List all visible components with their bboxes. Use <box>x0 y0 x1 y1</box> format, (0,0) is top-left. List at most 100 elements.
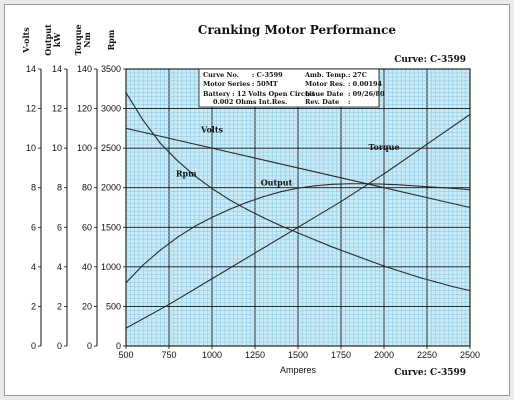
data-point-rpm <box>435 281 437 283</box>
data-point-volts <box>340 177 342 179</box>
data-point-torque <box>469 113 471 116</box>
data-point-rpm <box>314 239 316 241</box>
data-point-rpm <box>331 246 333 248</box>
data-point-torque <box>383 173 385 175</box>
info-amb-temp-value: : 27C <box>348 71 367 79</box>
data-point-output <box>400 184 402 186</box>
data-point-output <box>245 201 247 204</box>
data-point-rpm <box>400 271 402 273</box>
info-box-frame <box>198 68 380 108</box>
info-curve-no-label: Curve No. <box>203 71 239 79</box>
data-point-rpm <box>194 175 196 177</box>
x-axis: 500 750 1000 1250 1500 1750 2000 2250 2500 Ampere… <box>118 346 480 375</box>
data-point-output <box>331 183 333 185</box>
y-tick-label-volts: 8 <box>31 183 36 193</box>
y-tick-label-volts: 12 <box>26 104 36 114</box>
series-label-rpm: Rpm <box>176 169 197 179</box>
data-point-output <box>435 186 437 188</box>
y-tick-label-output: 4 <box>57 262 62 272</box>
y-tick-label-torque: 40 <box>82 262 92 272</box>
data-point-volts <box>168 137 170 139</box>
y-tick-label-volts: 14 <box>26 64 36 74</box>
x-tick-label: 1750 <box>331 350 351 360</box>
y-tick-label-rpm: 2500 <box>101 143 121 153</box>
info-motor-series-label: Motor Series <box>203 80 250 88</box>
series-labels: Volts Rpm Output Torque <box>176 124 400 187</box>
data-point-rpm <box>349 252 351 254</box>
data-point-output <box>211 216 213 218</box>
data-point-output <box>263 196 265 198</box>
data-point-rpm <box>142 119 144 122</box>
y-tick-label-torque: 0 <box>87 341 92 351</box>
y-axis-title-torque: TorqueNm <box>73 24 92 55</box>
data-point-torque <box>254 252 256 254</box>
x-tick-label: 500 <box>118 350 133 360</box>
y-axis-title-line: Output <box>43 24 53 56</box>
data-point-rpm <box>366 259 368 261</box>
data-point-output <box>417 185 419 187</box>
series-label-volts: Volts <box>200 124 224 134</box>
data-point-output <box>228 208 230 211</box>
data-point-output <box>366 183 368 185</box>
y-tick-label-torque: 120 <box>77 104 92 114</box>
y-axis-title-rpm: Rpm <box>106 29 116 50</box>
y-tick-label-rpm: 1000 <box>101 262 121 272</box>
info-motor-series-value: : 50MT <box>252 80 278 88</box>
y-axis-title-line: kW <box>52 32 62 48</box>
data-point-output <box>383 183 385 185</box>
data-point-rpm <box>245 208 247 210</box>
x-tick-label: 1000 <box>202 350 222 360</box>
y-tick-label-output: 0 <box>57 341 62 351</box>
x-tick-label: 750 <box>161 350 176 360</box>
curve-label-bottom: Curve: C-3599 <box>394 368 466 378</box>
data-point-rpm <box>263 217 265 219</box>
y-tick-label-torque: 60 <box>82 222 92 232</box>
info-battery-res: 0.002 Ohms Int.Res. <box>213 98 287 106</box>
data-point-rpm <box>297 232 299 234</box>
y-tick-label-torque: 80 <box>82 183 92 193</box>
data-point-volts <box>297 167 299 169</box>
data-point-output <box>280 191 282 193</box>
x-axis-title: Amperes <box>280 365 317 375</box>
data-point-volts <box>469 206 471 209</box>
y-tick-label-rpm: 2000 <box>101 183 121 193</box>
y-axis-title-line: Nm <box>82 32 92 48</box>
data-point-output <box>177 236 179 238</box>
data-point-output <box>314 185 316 187</box>
info-motor-res-value: : 0.00194 <box>348 80 383 88</box>
data-point-volts <box>254 157 256 159</box>
data-point-torque <box>340 200 342 203</box>
y-tick-label-output: 14 <box>52 64 62 74</box>
data-point-torque <box>297 226 299 228</box>
info-motor-res-label: Motor Res. <box>305 80 345 88</box>
y-tick-label-output: 10 <box>52 143 62 153</box>
series-label-output: Output <box>261 178 293 188</box>
data-point-rpm <box>280 225 282 227</box>
data-point-output <box>452 187 454 189</box>
y-axis-title-output: OutputkW <box>43 24 62 56</box>
data-point-volts <box>383 187 385 189</box>
y-tick-label-output: 12 <box>52 104 62 114</box>
y-tick-label-rpm: 3500 <box>101 64 121 74</box>
y-axes: 0 2 4 6 8 10 12 14 V-olts 0 2 4 6 8 10 12 14 OutputkW 0 20 4… <box>21 24 127 351</box>
data-point-output <box>469 189 471 191</box>
data-point-output <box>297 187 299 189</box>
info-amb-temp-label: Amb. Temp. <box>304 71 348 79</box>
x-tick-label: 2000 <box>374 350 394 360</box>
data-point-torque <box>211 278 213 280</box>
info-curve-no-value: : C-3599 <box>252 71 283 79</box>
info-rev-date-label: Rev. Date <box>305 98 339 106</box>
grid <box>125 68 471 347</box>
data-point-torque <box>168 303 170 306</box>
data-point-output <box>159 249 161 251</box>
y-tick-label-torque: 140 <box>77 64 92 74</box>
data-point-output <box>349 183 351 185</box>
chart-title: Cranking Motor Performance <box>198 23 397 37</box>
y-tick-label-output: 2 <box>57 301 62 311</box>
data-point-rpm <box>177 160 179 162</box>
y-tick-label-rpm: 1500 <box>101 222 121 232</box>
x-tick-label: 1250 <box>245 350 265 360</box>
data-point-rpm <box>228 198 230 201</box>
info-issue-date-value: : 09/26/80 <box>348 90 385 98</box>
